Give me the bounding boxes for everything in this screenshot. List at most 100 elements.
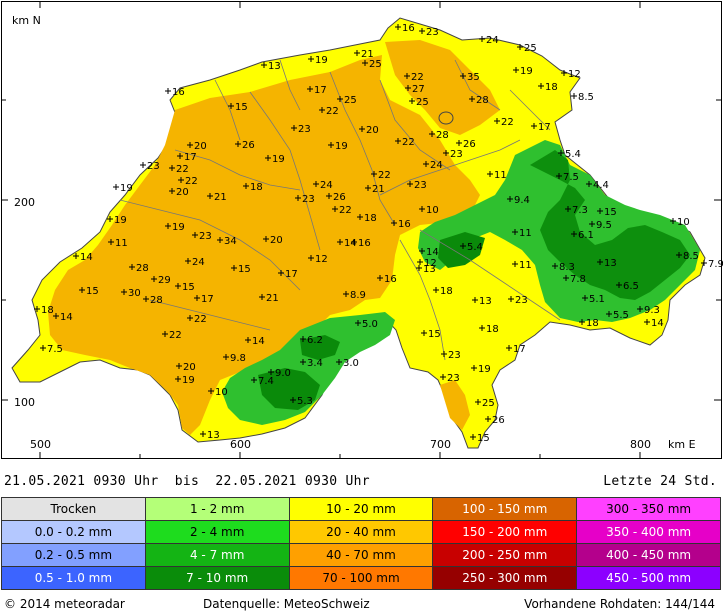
window-label: Letzte 24 Std. bbox=[603, 474, 717, 489]
station-value: 11 bbox=[512, 260, 532, 271]
station-value: 23 bbox=[441, 350, 461, 361]
station-value: 14 bbox=[73, 252, 93, 263]
legend-cell: 350 - 400 mm bbox=[577, 521, 720, 543]
station-value: 9.3 bbox=[637, 305, 660, 316]
station-value-label: 20 bbox=[270, 235, 283, 246]
station-value-label: 15 bbox=[428, 329, 441, 340]
station-value: 26 bbox=[235, 140, 255, 151]
station-value-label: 18 bbox=[586, 318, 599, 329]
station-value-label: 16 bbox=[402, 23, 415, 34]
station-value-label: 17 bbox=[513, 344, 526, 355]
station-value-label: 14 bbox=[60, 312, 73, 323]
station-value: 9.8 bbox=[223, 353, 246, 364]
legend-cell: Trocken bbox=[2, 498, 145, 520]
station-value-label: 15 bbox=[182, 282, 195, 293]
station-value: 19 bbox=[113, 183, 133, 194]
station-value-label: 23 bbox=[447, 373, 460, 384]
legend-cell: 150 - 200 mm bbox=[433, 521, 577, 543]
station-value-label: 8.5 bbox=[578, 92, 594, 103]
station-value: 28 bbox=[143, 295, 163, 306]
station-value: 35 bbox=[460, 72, 480, 83]
station-value-label: 17 bbox=[184, 152, 197, 163]
precipitation-map: km N 200 100 500 600 700 800 km E 16 2324… bbox=[1, 1, 723, 459]
station-value-label: 5.4 bbox=[467, 242, 483, 253]
station-value-label: 26 bbox=[492, 415, 505, 426]
station-value: 25 bbox=[517, 43, 537, 54]
station-value-label: 25 bbox=[369, 59, 382, 70]
station-value-label: 11 bbox=[115, 238, 128, 249]
station-value: 23 bbox=[291, 124, 311, 135]
station-value: 13 bbox=[261, 61, 281, 72]
station-value-label: 19 bbox=[182, 375, 195, 386]
station-value-label: 7.8 bbox=[570, 274, 586, 285]
station-value: 8.5 bbox=[571, 92, 594, 103]
station-value: 7.4 bbox=[251, 376, 274, 387]
station-value-label: 22 bbox=[169, 330, 182, 341]
station-value: 10 bbox=[419, 205, 439, 216]
station-value: 19 bbox=[308, 55, 328, 66]
station-value-label: 28 bbox=[436, 130, 449, 141]
station-value: 10 bbox=[670, 217, 690, 228]
station-value: 24 bbox=[313, 180, 333, 191]
copyright: © 2014 meteoradar bbox=[4, 597, 125, 611]
station-value-label: 22 bbox=[402, 137, 415, 148]
station-value-label: 19 bbox=[172, 222, 185, 233]
station-value: 17 bbox=[194, 294, 214, 305]
station-value-label: 23 bbox=[426, 27, 439, 38]
station-value-label: 5.5 bbox=[613, 310, 629, 321]
station-value: 11 bbox=[108, 238, 128, 249]
station-value-label: 9.8 bbox=[230, 353, 246, 364]
station-value-label: 11 bbox=[494, 170, 507, 181]
legend-cell: 20 - 40 mm bbox=[289, 521, 433, 543]
station-value: 28 bbox=[469, 95, 489, 106]
station-value-label: 23 bbox=[448, 350, 461, 361]
station-value: 18 bbox=[579, 318, 599, 329]
station-value-label: 25 bbox=[344, 95, 357, 106]
station-value-label: 14 bbox=[344, 238, 357, 249]
station-value: 22 bbox=[178, 176, 198, 187]
station-value: 18 bbox=[433, 286, 453, 297]
station-value-label: 23 bbox=[298, 124, 311, 135]
station-value-label: 10 bbox=[215, 387, 228, 398]
station-value: 14 bbox=[419, 247, 439, 258]
station-value: 5.1 bbox=[582, 294, 605, 305]
station-value: 15 bbox=[421, 329, 441, 340]
legend-cell: 200 - 250 mm bbox=[433, 544, 577, 566]
station-value: 9.5 bbox=[589, 220, 612, 231]
station-value-label: 19 bbox=[120, 183, 133, 194]
station-value-label: 24 bbox=[320, 180, 333, 191]
station-value-label: 22 bbox=[339, 205, 352, 216]
station-value-label: 21 bbox=[214, 192, 227, 203]
station-value-label: 7.9 bbox=[708, 259, 723, 270]
station-value: 15 bbox=[79, 286, 99, 297]
station-value: 15 bbox=[231, 264, 251, 275]
station-value: 20 bbox=[187, 141, 207, 152]
station-value: 12 bbox=[561, 69, 581, 80]
station-value: 23 bbox=[440, 373, 460, 384]
station-value: 28 bbox=[129, 263, 149, 274]
frame-ticks bbox=[1, 1, 721, 459]
station-value-label: 19 bbox=[272, 154, 285, 165]
station-value-label: 5.1 bbox=[589, 294, 605, 305]
station-value: 22 bbox=[404, 72, 424, 83]
station-value: 21 bbox=[207, 192, 227, 203]
station-value-label: 25 bbox=[482, 398, 495, 409]
station-value: 17 bbox=[506, 344, 526, 355]
station-value: 14 bbox=[53, 312, 73, 323]
station-value: 3.4 bbox=[300, 358, 323, 369]
legend-cell: 40 - 70 mm bbox=[289, 544, 433, 566]
station-value-label: 24 bbox=[486, 35, 499, 46]
station-value-label: 7.4 bbox=[258, 376, 274, 387]
station-value: 19 bbox=[328, 141, 348, 152]
station-value-label: 14 bbox=[80, 252, 93, 263]
station-value-label: 3.0 bbox=[343, 358, 359, 369]
station-value-label: 15 bbox=[86, 286, 99, 297]
legend-cell: 450 - 500 mm bbox=[577, 567, 720, 589]
station-value-label: 24 bbox=[192, 257, 205, 268]
station-value-label: 16 bbox=[384, 274, 397, 285]
station-value: 21 bbox=[259, 293, 279, 304]
period-unit-from: Uhr bbox=[134, 474, 159, 489]
station-value: 18 bbox=[538, 82, 558, 93]
rain-area-20-40 bbox=[48, 40, 500, 435]
station-value-label: 5.3 bbox=[297, 396, 313, 407]
